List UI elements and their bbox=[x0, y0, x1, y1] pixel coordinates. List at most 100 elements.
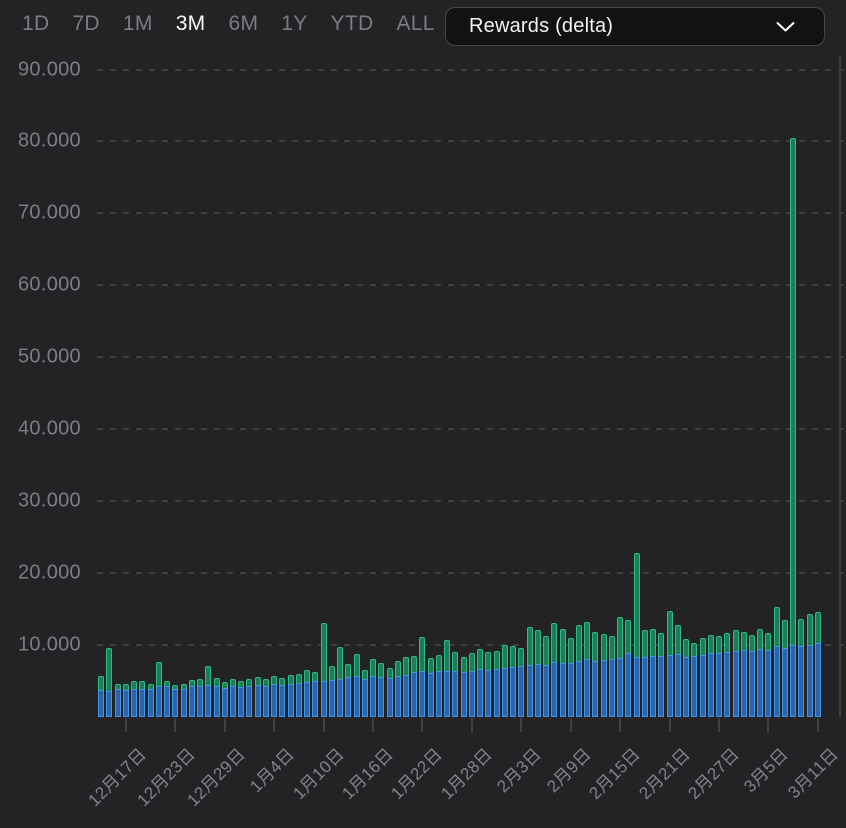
bar-blue-segment[interactable] bbox=[444, 670, 451, 717]
bar-blue-segment[interactable] bbox=[543, 664, 549, 717]
bar-blue-segment[interactable] bbox=[213, 686, 220, 717]
bar-blue-segment[interactable] bbox=[559, 662, 566, 717]
range-button-1y[interactable]: 1Y bbox=[281, 12, 308, 35]
bar-blue-segment[interactable] bbox=[650, 655, 657, 717]
bar-blue-segment[interactable] bbox=[180, 688, 187, 717]
bar-green-segment[interactable] bbox=[790, 137, 797, 717]
bar-blue-segment[interactable] bbox=[394, 675, 401, 717]
bar-blue-segment[interactable] bbox=[271, 684, 278, 717]
bar-blue-segment[interactable] bbox=[304, 682, 311, 717]
bar-blue-segment[interactable] bbox=[197, 685, 203, 717]
bar-blue-segment[interactable] bbox=[666, 654, 673, 717]
bar-blue-segment[interactable] bbox=[287, 683, 294, 717]
bar-blue-segment[interactable] bbox=[468, 670, 475, 717]
range-button-7d[interactable]: 7D bbox=[72, 12, 100, 35]
bar-blue-segment[interactable] bbox=[155, 686, 162, 717]
bar-blue-segment[interactable] bbox=[361, 678, 368, 717]
bar-blue-segment[interactable] bbox=[328, 679, 335, 717]
bar-blue-segment[interactable] bbox=[312, 681, 319, 717]
bar-blue-segment[interactable] bbox=[707, 653, 714, 717]
bar-blue-segment[interactable] bbox=[798, 646, 805, 717]
bar-blue-segment[interactable] bbox=[592, 660, 599, 717]
bar-blue-segment[interactable] bbox=[221, 687, 228, 717]
bar-blue-segment[interactable] bbox=[345, 677, 352, 717]
bar-blue-segment[interactable] bbox=[633, 656, 640, 717]
bar-blue-segment[interactable] bbox=[740, 649, 747, 717]
bar-blue-segment[interactable] bbox=[732, 650, 739, 717]
bar-blue-segment[interactable] bbox=[353, 676, 360, 717]
range-button-1d[interactable]: 1D bbox=[22, 12, 50, 35]
bar-blue-segment[interactable] bbox=[460, 672, 467, 717]
bar-blue-segment[interactable] bbox=[188, 686, 195, 717]
bar-blue-segment[interactable] bbox=[501, 667, 508, 717]
bar-blue-segment[interactable] bbox=[452, 670, 459, 717]
range-button-6m[interactable]: 6M bbox=[228, 12, 259, 35]
bar-blue-segment[interactable] bbox=[131, 689, 138, 717]
bar-blue-segment[interactable] bbox=[510, 667, 517, 717]
bar-blue-segment[interactable] bbox=[106, 690, 113, 717]
bar-blue-segment[interactable] bbox=[806, 644, 813, 717]
bar-blue-segment[interactable] bbox=[551, 662, 558, 717]
bar-blue-segment[interactable] bbox=[320, 680, 327, 717]
bar-blue-segment[interactable] bbox=[238, 687, 245, 717]
bar-blue-segment[interactable] bbox=[139, 688, 146, 717]
y-axis-label: 80.000 bbox=[18, 129, 81, 152]
bar-blue-segment[interactable] bbox=[370, 676, 376, 717]
bar-blue-segment[interactable] bbox=[790, 645, 797, 717]
bar-blue-segment[interactable] bbox=[229, 686, 236, 717]
metric-select[interactable]: Rewards (delta) bbox=[445, 7, 825, 46]
bar-blue-segment[interactable] bbox=[658, 656, 665, 717]
bar-blue-segment[interactable] bbox=[526, 664, 533, 717]
bar-blue-segment[interactable] bbox=[518, 666, 525, 717]
bar-blue-segment[interactable] bbox=[576, 660, 582, 717]
bar-blue-segment[interactable] bbox=[172, 689, 179, 717]
range-button-ytd[interactable]: YTD bbox=[330, 12, 374, 35]
bar-blue-segment[interactable] bbox=[749, 650, 755, 717]
bar-blue-segment[interactable] bbox=[814, 643, 821, 717]
bar-blue-segment[interactable] bbox=[378, 677, 385, 717]
bar-blue-segment[interactable] bbox=[386, 677, 393, 717]
bar-blue-segment[interactable] bbox=[477, 669, 484, 717]
bar-blue-segment[interactable] bbox=[600, 659, 607, 717]
bar-blue-segment[interactable] bbox=[98, 690, 105, 717]
bar-blue-segment[interactable] bbox=[608, 659, 615, 717]
bar-blue-segment[interactable] bbox=[691, 656, 698, 717]
range-button-1m[interactable]: 1M bbox=[122, 12, 153, 35]
y-gridline bbox=[97, 212, 846, 215]
bar-blue-segment[interactable] bbox=[716, 652, 722, 717]
bar-blue-segment[interactable] bbox=[337, 679, 343, 717]
bar-blue-segment[interactable] bbox=[435, 671, 442, 717]
bar-blue-segment[interactable] bbox=[699, 654, 706, 717]
bar-blue-segment[interactable] bbox=[279, 685, 286, 717]
bar-blue-segment[interactable] bbox=[427, 672, 434, 717]
bar-blue-segment[interactable] bbox=[114, 689, 121, 717]
bar-blue-segment[interactable] bbox=[402, 674, 409, 717]
bar-blue-segment[interactable] bbox=[625, 652, 632, 717]
bar-blue-segment[interactable] bbox=[617, 657, 624, 717]
bar-blue-segment[interactable] bbox=[493, 669, 500, 717]
bar-blue-segment[interactable] bbox=[419, 671, 426, 717]
bar-blue-segment[interactable] bbox=[757, 649, 764, 717]
bar-blue-segment[interactable] bbox=[485, 669, 492, 717]
bar-blue-segment[interactable] bbox=[147, 688, 154, 717]
bar-blue-segment[interactable] bbox=[295, 682, 302, 717]
bar-blue-segment[interactable] bbox=[122, 690, 129, 717]
bar-blue-segment[interactable] bbox=[765, 649, 772, 717]
bar-blue-segment[interactable] bbox=[781, 647, 788, 717]
bar-blue-segment[interactable] bbox=[773, 646, 780, 717]
bar-blue-segment[interactable] bbox=[254, 685, 261, 717]
bar-blue-segment[interactable] bbox=[205, 685, 212, 717]
range-button-all[interactable]: ALL bbox=[396, 12, 435, 35]
bar-blue-segment[interactable] bbox=[246, 685, 253, 717]
bar-blue-segment[interactable] bbox=[641, 656, 648, 717]
bar-blue-segment[interactable] bbox=[534, 664, 541, 717]
bar-blue-segment[interactable] bbox=[164, 686, 170, 717]
range-button-3m[interactable]: 3M bbox=[175, 12, 206, 35]
bar-blue-segment[interactable] bbox=[411, 672, 418, 717]
bar-blue-segment[interactable] bbox=[567, 663, 574, 717]
bar-blue-segment[interactable] bbox=[674, 654, 681, 717]
bar-blue-segment[interactable] bbox=[262, 685, 269, 717]
bar-blue-segment[interactable] bbox=[724, 651, 731, 717]
bar-blue-segment[interactable] bbox=[683, 656, 690, 717]
bar-blue-segment[interactable] bbox=[584, 659, 591, 717]
